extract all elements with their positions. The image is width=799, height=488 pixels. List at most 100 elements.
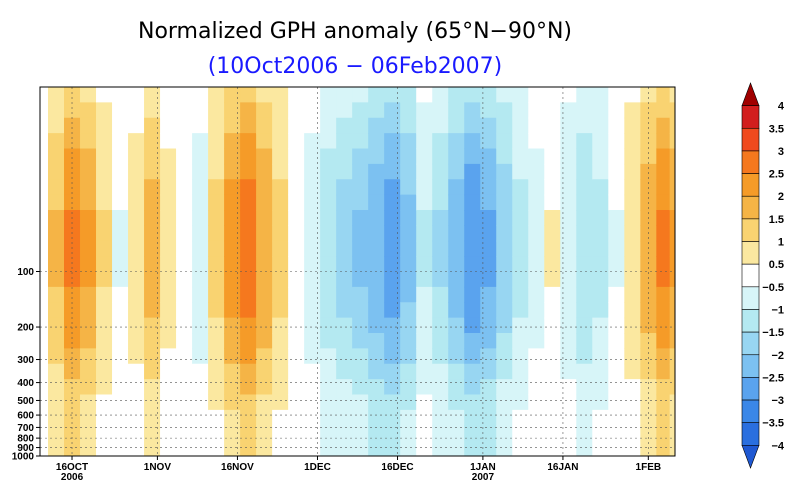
heatmap-cell: [160, 240, 177, 257]
heatmap-cell: [480, 179, 497, 196]
heatmap-cell: [160, 286, 177, 303]
heatmap-cell: [544, 348, 561, 365]
heatmap-cell: [480, 256, 497, 273]
heatmap-cell: [304, 348, 321, 365]
heatmap-cell: [656, 163, 671, 180]
colorbar-swatch: [741, 263, 760, 288]
heatmap-cell: [624, 271, 641, 288]
heatmap-cell: [384, 133, 401, 150]
y-tick-label: 800: [17, 434, 34, 445]
heatmap-cell: [96, 348, 113, 365]
heatmap-cell: [416, 302, 433, 319]
heatmap-cell: [656, 271, 671, 288]
heatmap-cell: [624, 317, 641, 334]
heatmap-cell: [208, 333, 225, 349]
heatmap-cell: [96, 379, 113, 396]
heatmap-cell: [320, 194, 337, 211]
heatmap-cell: [64, 271, 81, 288]
heatmap-cell: [48, 394, 65, 411]
heatmap-cell: [288, 302, 305, 319]
heatmap-cell: [80, 179, 97, 196]
heatmap-cell: [560, 317, 577, 334]
heatmap-cell: [480, 87, 497, 103]
heatmap-cell: [624, 240, 641, 257]
heatmap-cell: [624, 117, 641, 134]
heatmap-cell: [320, 133, 337, 150]
heatmap-cell: [480, 394, 497, 411]
heatmap-cell: [224, 363, 241, 380]
heatmap-cell: [576, 409, 593, 426]
heatmap-cell: [192, 240, 209, 257]
heatmap-cell: [496, 317, 513, 334]
heatmap-cell: [512, 333, 529, 349]
heatmap-cell: [48, 256, 65, 273]
heatmap-cell: [40, 271, 49, 288]
heatmap-cell: [320, 333, 337, 349]
heatmap-cell: [464, 363, 481, 380]
heatmap-cell: [144, 87, 161, 103]
heatmap-cell: [544, 87, 561, 103]
heatmap-cell: [80, 240, 97, 257]
heatmap-cell: [528, 440, 545, 456]
heatmap-cell: [496, 117, 513, 134]
heatmap-cell: [144, 409, 161, 426]
heatmap-cell: [592, 256, 609, 273]
heatmap-cell: [352, 133, 369, 150]
heatmap-cell: [368, 225, 385, 242]
heatmap-cell: [496, 256, 513, 273]
heatmap-cell: [400, 333, 417, 349]
heatmap-cell: [528, 117, 545, 134]
heatmap-cell: [272, 240, 289, 257]
heatmap-cell: [496, 440, 513, 456]
heatmap-cell: [80, 102, 97, 119]
heatmap-cell: [128, 317, 145, 334]
heatmap-cell: [656, 148, 671, 165]
heatmap-cell: [224, 333, 241, 349]
heatmap-cell: [669, 363, 675, 380]
heatmap-cell: [656, 87, 671, 103]
heatmap-cell: [144, 317, 161, 334]
heatmap-cell: [336, 225, 353, 242]
heatmap-cell: [96, 394, 113, 411]
heatmap-cell: [80, 271, 97, 288]
heatmap-cell: [544, 379, 561, 396]
heatmap-cell: [656, 348, 671, 365]
heatmap-cell: [560, 210, 577, 226]
heatmap-cell: [368, 394, 385, 411]
heatmap-cell: [560, 394, 577, 411]
heatmap-cell: [256, 348, 273, 365]
colorbar-swatch: [741, 331, 760, 356]
heatmap-cell: [512, 179, 529, 196]
heatmap-cell: [432, 271, 449, 288]
heatmap-cell: [528, 133, 545, 150]
heatmap-cell: [208, 163, 225, 180]
heatmap-cell: [624, 179, 641, 196]
heatmap-cell: [368, 317, 385, 334]
heatmap-cell: [192, 179, 209, 196]
heatmap-cell: [208, 348, 225, 365]
heatmap-cell: [224, 271, 241, 288]
heatmap-cell: [128, 133, 145, 150]
heatmap-cell: [240, 317, 257, 334]
heatmap-cell: [144, 102, 161, 119]
heatmap-cell: [400, 440, 417, 456]
heatmap-cell: [528, 333, 545, 349]
colorbar-label: −1.5: [762, 327, 784, 339]
heatmap-cell: [592, 379, 609, 396]
heatmap-cell: [496, 163, 513, 180]
heatmap-cell: [160, 163, 177, 180]
heatmap-cell: [480, 210, 497, 226]
heatmap-cell: [384, 148, 401, 165]
heatmap-cell: [496, 394, 513, 411]
heatmap-cell: [208, 302, 225, 319]
heatmap-cell: [608, 163, 625, 180]
heatmap-cell: [288, 163, 305, 180]
colorbar-swatch: [741, 195, 760, 220]
heatmap-cell: [448, 102, 465, 119]
heatmap-cell: [256, 256, 273, 273]
heatmap-cell: [384, 302, 401, 319]
heatmap-cell: [336, 102, 353, 119]
heatmap-cell: [256, 102, 273, 119]
heatmap-cell: [656, 102, 671, 119]
heatmap-cell: [144, 163, 161, 180]
